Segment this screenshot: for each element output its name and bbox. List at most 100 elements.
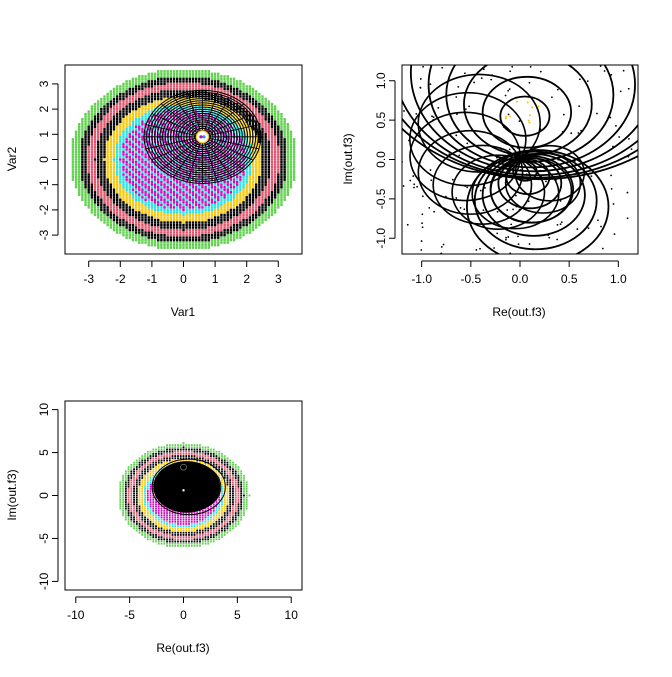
p1-point bbox=[283, 186, 285, 188]
p1-point bbox=[182, 244, 184, 246]
p1-point bbox=[132, 133, 134, 135]
p1-point bbox=[246, 171, 248, 173]
p1-point bbox=[236, 214, 238, 216]
p1-point bbox=[242, 189, 244, 191]
p1-point bbox=[88, 156, 90, 158]
p1-point bbox=[163, 178, 165, 180]
p3-point bbox=[155, 541, 157, 543]
p1-point bbox=[113, 93, 115, 95]
p2-point bbox=[466, 142, 468, 144]
p1-point bbox=[170, 241, 172, 243]
p1-point bbox=[271, 153, 273, 155]
p1-point bbox=[125, 161, 127, 163]
p1-point bbox=[214, 80, 216, 82]
p1-point bbox=[119, 171, 121, 173]
p1-point bbox=[132, 239, 134, 241]
p3-point bbox=[130, 488, 132, 490]
p1-point bbox=[144, 173, 146, 175]
p1-point bbox=[97, 214, 99, 216]
p1-point bbox=[100, 138, 102, 140]
p1-point bbox=[103, 115, 105, 117]
p1-point bbox=[84, 133, 86, 135]
p1-point bbox=[167, 206, 169, 208]
p3-point bbox=[136, 512, 138, 514]
p1-point bbox=[261, 204, 263, 206]
p1-point bbox=[230, 209, 232, 211]
p1-point bbox=[78, 138, 80, 140]
p1-point bbox=[290, 156, 292, 158]
p1-point bbox=[277, 153, 279, 155]
p1-point bbox=[170, 178, 172, 180]
p1-point bbox=[125, 189, 127, 191]
p1-point bbox=[148, 78, 150, 80]
p1-point bbox=[72, 161, 74, 163]
p2-point bbox=[445, 129, 447, 131]
p1-point bbox=[160, 191, 162, 193]
p1-point bbox=[268, 206, 270, 208]
p1-point bbox=[91, 113, 93, 115]
p1-point bbox=[154, 244, 156, 246]
p1-point bbox=[100, 171, 102, 173]
p1-point bbox=[125, 133, 127, 135]
p1-point bbox=[97, 138, 99, 140]
p3-point bbox=[158, 527, 160, 529]
p1-point bbox=[97, 131, 99, 133]
p1-point bbox=[116, 156, 118, 158]
p1-point bbox=[116, 146, 118, 148]
p3-point bbox=[150, 525, 152, 527]
p2-point bbox=[540, 71, 542, 73]
p1-point bbox=[129, 201, 131, 203]
p1-point bbox=[249, 216, 251, 218]
p1-point bbox=[94, 189, 96, 191]
p1-point bbox=[148, 189, 150, 191]
p2-point bbox=[627, 217, 629, 219]
p3-point bbox=[152, 517, 154, 519]
p1-point bbox=[151, 234, 153, 236]
p1-point bbox=[261, 194, 263, 196]
p3-point bbox=[128, 514, 130, 516]
p1-point bbox=[113, 178, 115, 180]
p1-point bbox=[138, 78, 140, 80]
p1-point bbox=[97, 136, 99, 138]
p1-point bbox=[154, 83, 156, 85]
p1-point bbox=[201, 244, 203, 246]
p1-point bbox=[103, 146, 105, 148]
p3-point bbox=[158, 514, 160, 516]
p2-point bbox=[596, 113, 598, 115]
p1-point bbox=[154, 90, 156, 92]
p1-point bbox=[135, 209, 137, 211]
p1-point bbox=[246, 184, 248, 186]
p1-point bbox=[277, 148, 279, 150]
p1-point bbox=[129, 148, 131, 150]
p1-point bbox=[144, 168, 146, 170]
p1-point bbox=[129, 226, 131, 228]
p3-point bbox=[125, 499, 127, 501]
p1-point bbox=[220, 219, 222, 221]
p1-point bbox=[290, 136, 292, 138]
p1-point bbox=[268, 211, 270, 213]
p3-point bbox=[150, 481, 152, 483]
p1-point bbox=[271, 166, 273, 168]
p1-point bbox=[290, 141, 292, 143]
p1-point bbox=[264, 138, 266, 140]
p3-point bbox=[155, 519, 157, 521]
p1-point bbox=[233, 196, 235, 198]
p1-point bbox=[75, 141, 77, 143]
p1-point bbox=[163, 209, 165, 211]
p1-point bbox=[148, 199, 150, 201]
p1-point bbox=[129, 138, 131, 140]
p1-point bbox=[220, 196, 222, 198]
p3-point bbox=[133, 475, 135, 477]
p3-point bbox=[166, 527, 168, 529]
p1-point bbox=[283, 136, 285, 138]
p1-point bbox=[72, 138, 74, 140]
p1-point bbox=[268, 204, 270, 206]
p3-point bbox=[147, 468, 149, 470]
p1-point bbox=[84, 189, 86, 191]
p1-point bbox=[277, 118, 279, 120]
p1-point bbox=[261, 123, 263, 125]
p1-point bbox=[119, 173, 121, 175]
p1-point bbox=[261, 168, 263, 170]
p1-point bbox=[119, 229, 121, 231]
p1-point bbox=[132, 231, 134, 233]
